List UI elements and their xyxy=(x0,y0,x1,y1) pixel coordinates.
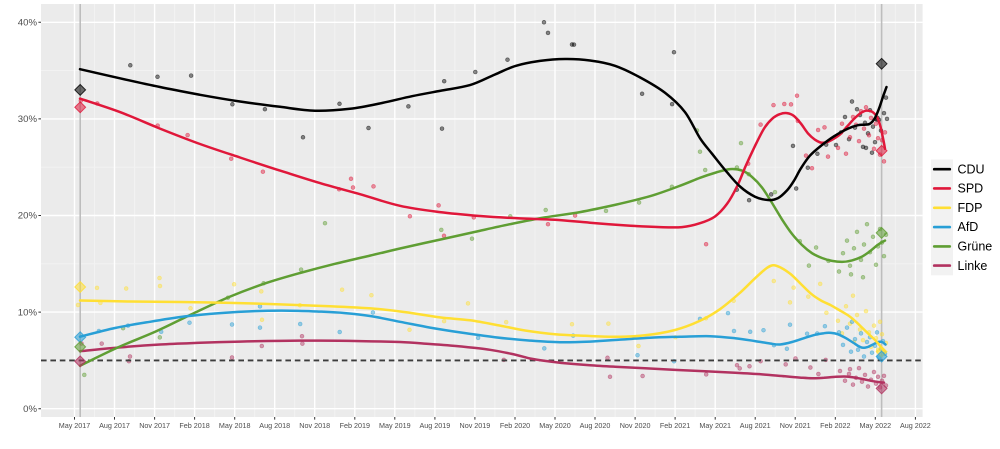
svg-text:May 2019: May 2019 xyxy=(379,421,411,430)
svg-text:CDU: CDU xyxy=(958,162,985,176)
svg-text:Aug 2021: Aug 2021 xyxy=(740,421,771,430)
svg-text:AfD: AfD xyxy=(958,220,979,234)
svg-text:Feb 2020: Feb 2020 xyxy=(500,421,530,430)
svg-text:Aug 2017: Aug 2017 xyxy=(99,421,130,430)
svg-text:Aug 2018: Aug 2018 xyxy=(259,421,290,430)
svg-text:Nov 2020: Nov 2020 xyxy=(620,421,651,430)
svg-text:Feb 2018: Feb 2018 xyxy=(179,421,209,430)
svg-text:FDP: FDP xyxy=(958,201,983,215)
svg-text:Feb 2019: Feb 2019 xyxy=(340,421,370,430)
svg-text:Nov 2018: Nov 2018 xyxy=(299,421,330,430)
svg-text:Nov 2021: Nov 2021 xyxy=(780,421,811,430)
svg-text:May 2021: May 2021 xyxy=(699,421,731,430)
svg-text:Aug 2020: Aug 2020 xyxy=(580,421,611,430)
svg-text:40%: 40% xyxy=(18,18,38,29)
svg-text:Linke: Linke xyxy=(958,259,988,273)
svg-text:Feb 2022: Feb 2022 xyxy=(820,421,850,430)
svg-text:May 2022: May 2022 xyxy=(860,421,892,430)
svg-text:Nov 2017: Nov 2017 xyxy=(139,421,170,430)
svg-text:May 2017: May 2017 xyxy=(59,421,91,430)
svg-text:SPD: SPD xyxy=(958,182,984,196)
svg-text:10%: 10% xyxy=(18,307,38,318)
svg-text:Grüne: Grüne xyxy=(958,240,993,254)
svg-text:May 2018: May 2018 xyxy=(219,421,251,430)
svg-text:Aug 2019: Aug 2019 xyxy=(420,421,451,430)
svg-text:May 2020: May 2020 xyxy=(539,421,571,430)
svg-text:0%: 0% xyxy=(23,404,37,415)
svg-text:Nov 2019: Nov 2019 xyxy=(460,421,491,430)
svg-text:30%: 30% xyxy=(18,114,38,125)
svg-text:20%: 20% xyxy=(18,211,38,222)
svg-text:Aug 2022: Aug 2022 xyxy=(900,421,931,430)
svg-text:Feb 2021: Feb 2021 xyxy=(660,421,690,430)
